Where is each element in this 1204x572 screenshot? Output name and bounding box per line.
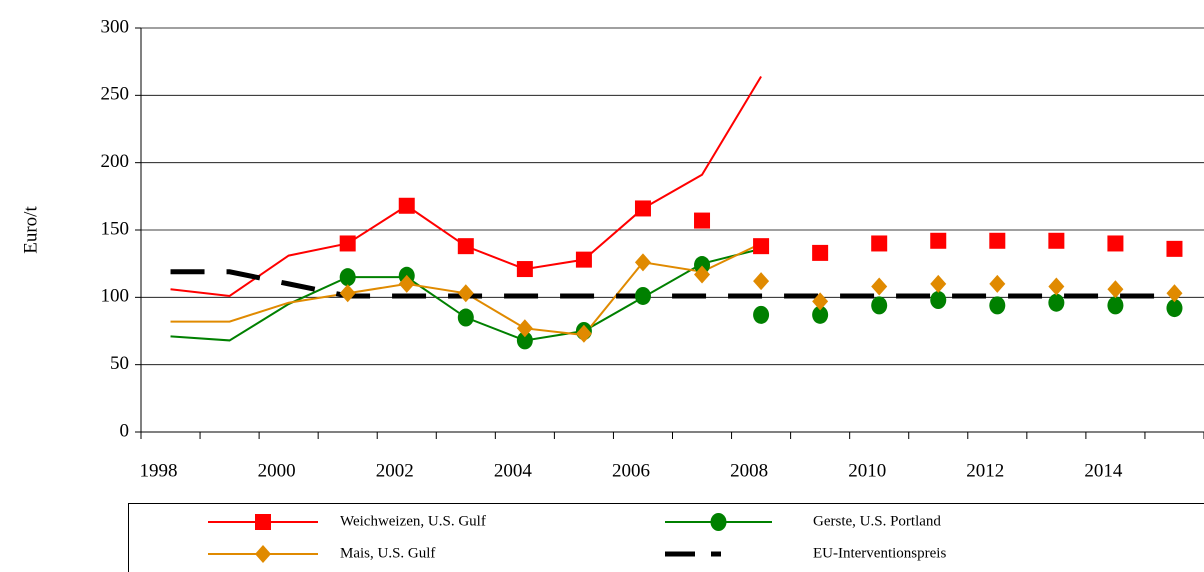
marker: [694, 256, 711, 275]
y-tick-label: 50: [110, 353, 129, 374]
marker: [457, 238, 474, 255]
marker: [255, 514, 271, 530]
x-tick-label: 2008: [730, 460, 768, 481]
legend-label: Weichweizen, U.S. Gulf: [340, 513, 486, 529]
x-tick-label: 2012: [966, 460, 1004, 481]
marker: [516, 261, 533, 278]
marker: [753, 272, 770, 291]
marker: [812, 305, 829, 324]
x-tick-label: 2014: [1084, 460, 1123, 481]
marker: [1166, 284, 1183, 303]
legend-label: EU-Interventionspreis: [813, 545, 946, 561]
x-tick-label: 2002: [376, 460, 414, 481]
legend-label: Gerste, U.S. Portland: [813, 513, 941, 529]
y-tick-label: 150: [101, 218, 130, 239]
marker: [255, 545, 271, 563]
marker: [1166, 299, 1183, 318]
y-tick-label: 100: [101, 286, 130, 307]
marker: [930, 291, 947, 310]
marker: [457, 284, 474, 303]
marker: [398, 197, 415, 214]
marker: [634, 200, 651, 217]
y-tick-label: 200: [101, 151, 130, 172]
marker: [634, 286, 651, 305]
marker: [871, 296, 888, 315]
marker: [339, 268, 356, 287]
marker: [1048, 232, 1065, 249]
marker: [339, 235, 356, 252]
y-tick-label: 300: [101, 16, 130, 37]
y-tick-label: 250: [101, 84, 130, 105]
x-tick-label: 1998: [140, 460, 178, 481]
marker: [1048, 277, 1065, 296]
x-tick-label: 2004: [494, 460, 533, 481]
x-tick-label: 2006: [612, 460, 650, 481]
marker: [871, 235, 888, 252]
marker: [930, 232, 947, 249]
y-tick-label: 0: [120, 420, 130, 441]
marker: [812, 292, 829, 311]
marker: [753, 305, 770, 324]
marker: [516, 331, 533, 350]
marker: [575, 324, 592, 343]
marker: [457, 308, 474, 327]
marker: [339, 284, 356, 303]
series-line: [170, 269, 1175, 299]
legend-box: [128, 503, 1204, 572]
marker: [398, 274, 415, 293]
marker: [1107, 235, 1124, 252]
marker: [575, 251, 592, 268]
marker: [753, 238, 770, 255]
y-axis-label: Euro/t: [20, 206, 41, 254]
marker: [871, 277, 888, 296]
marker: [989, 232, 1006, 249]
series-line: [170, 75, 762, 298]
legend-label: Mais, U.S. Gulf: [340, 545, 435, 561]
marker: [1107, 280, 1124, 299]
x-tick-label: 2010: [848, 460, 886, 481]
marker: [634, 253, 651, 272]
marker: [930, 274, 947, 293]
marker: [1107, 296, 1124, 315]
marker: [694, 212, 711, 229]
marker: [694, 265, 711, 284]
x-tick-label: 2000: [258, 460, 296, 481]
marker: [516, 319, 533, 338]
marker: [989, 296, 1006, 315]
marker: [1048, 293, 1065, 312]
marker: [989, 274, 1006, 293]
marker: [812, 244, 829, 261]
marker: [710, 513, 727, 531]
marker: [1166, 240, 1183, 257]
